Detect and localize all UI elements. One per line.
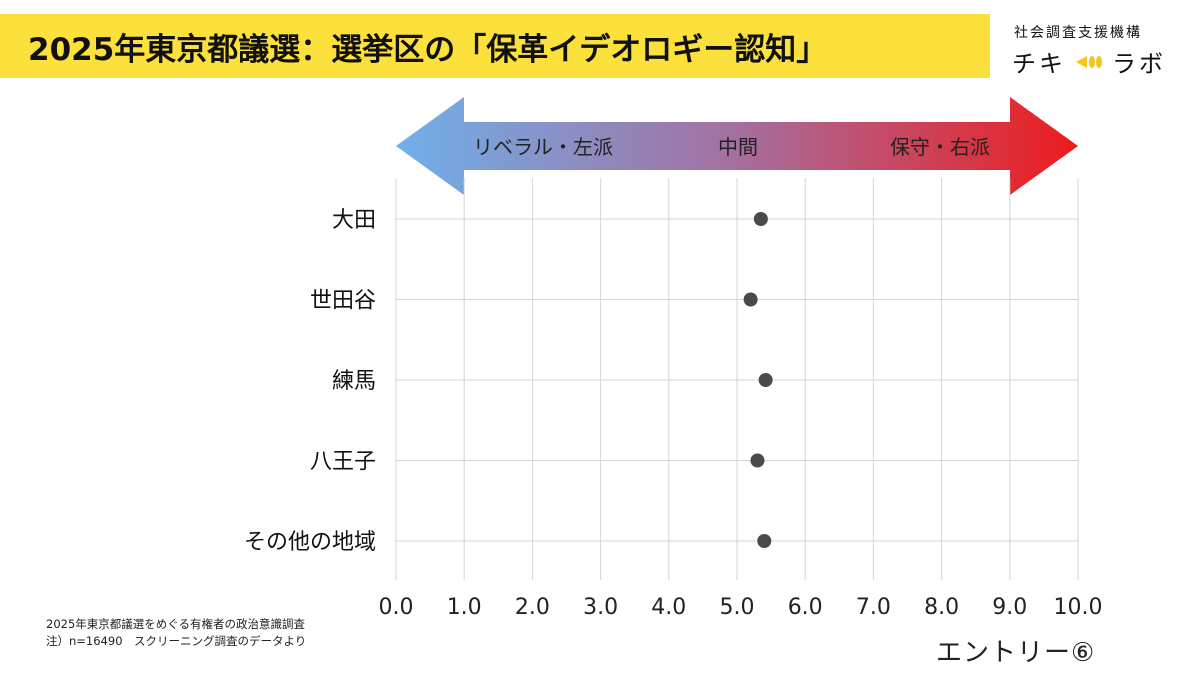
category-label: 練馬 bbox=[332, 369, 376, 394]
logo-org-name: 社会調査支援機構 bbox=[1014, 25, 1142, 41]
grid bbox=[395, 178, 1079, 580]
tick-labels: 0.0 1.0 2.0 3.0 4.0 5.0 6.0 7.0 8.0 9.0 10.0 bbox=[379, 595, 1103, 620]
data-point bbox=[753, 212, 768, 226]
logo-name-left: チキ bbox=[1012, 50, 1066, 78]
x-tick-label: 6.0 bbox=[788, 595, 823, 620]
megaphone-icon bbox=[1076, 55, 1102, 68]
data-point bbox=[750, 453, 765, 468]
logo-name-right: ラボ bbox=[1112, 50, 1166, 78]
x-tick-label: 8.0 bbox=[924, 595, 959, 620]
x-tick-label: 3.0 bbox=[583, 595, 618, 620]
data-point bbox=[757, 534, 772, 548]
x-tick-label: 9.0 bbox=[992, 595, 1027, 620]
x-tick-label: 2.0 bbox=[515, 595, 550, 620]
entry-label: エントリー⑥ bbox=[936, 638, 1096, 668]
logo: 社会調査支援機構 チキ ラボ bbox=[1000, 18, 1190, 82]
x-tick-label: 1.0 bbox=[447, 595, 482, 620]
scale-left-label: リベラル・左派 bbox=[473, 135, 613, 159]
logo-name: チキ ラボ bbox=[1012, 44, 1166, 79]
x-tick-label: 5.0 bbox=[720, 595, 755, 620]
scale-arrow bbox=[396, 97, 1078, 195]
x-tick-label: 0.0 bbox=[379, 595, 414, 620]
footnote: 2025年東京都議選をめぐる有権者の政治意識調査 注）n=16490 スクリーニ… bbox=[46, 616, 306, 650]
data-point bbox=[743, 292, 758, 307]
footnote-line-2: 注）n=16490 スクリーニング調査のデータより bbox=[46, 634, 307, 648]
category-label: その他の地域 bbox=[244, 530, 376, 555]
x-tick-label: 7.0 bbox=[856, 595, 891, 620]
data-points bbox=[743, 212, 773, 548]
chart-title: 2025年東京都議選：選挙区の「保革イデオロギー認知」 bbox=[28, 31, 828, 68]
category-label: 八王子 bbox=[310, 450, 376, 475]
title-bar: 2025年東京都議選：選挙区の「保革イデオロギー認知」 bbox=[0, 14, 990, 78]
category-label: 世田谷 bbox=[310, 289, 376, 314]
x-tick-label: 4.0 bbox=[651, 595, 686, 620]
scale-center-label: 中間 bbox=[718, 135, 758, 159]
x-tick-label: 10.0 bbox=[1054, 595, 1103, 620]
category-label: 大田 bbox=[332, 208, 376, 233]
data-point bbox=[758, 373, 773, 387]
scale-right-label: 保守・右派 bbox=[890, 135, 990, 159]
footnote-line-1: 2025年東京都議選をめぐる有権者の政治意識調査 bbox=[46, 617, 306, 631]
